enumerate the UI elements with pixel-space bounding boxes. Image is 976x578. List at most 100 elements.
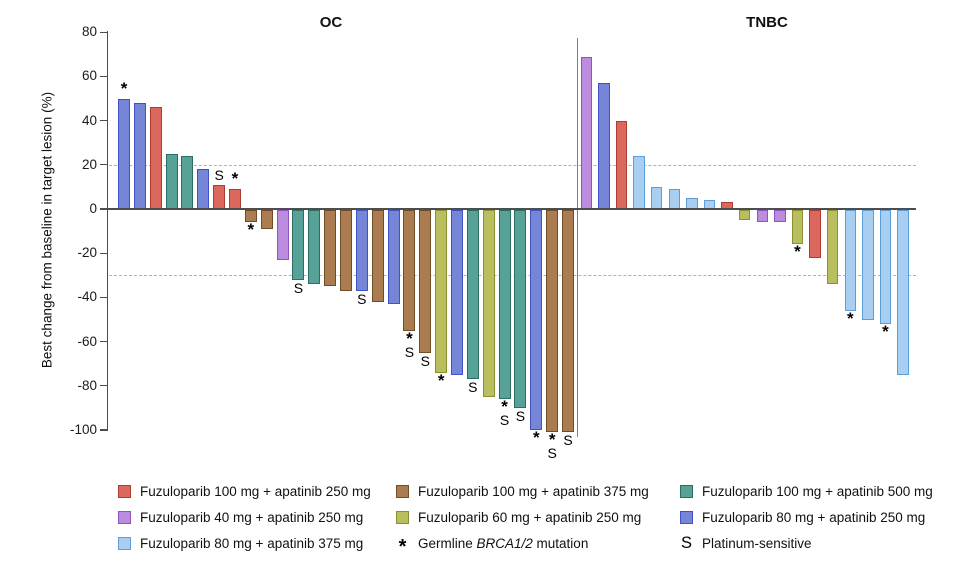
oc-bar-16 bbox=[355, 210, 368, 291]
oc-bar-15 bbox=[339, 210, 352, 291]
legend-label: Platinum-sensitive bbox=[702, 535, 812, 551]
y-tick-label: -40 bbox=[77, 289, 97, 305]
tnbc-bar-3 bbox=[615, 120, 628, 210]
legend-column-3: Fuzuloparib 100 mg + apatinib 500 mg Fuzu… bbox=[680, 481, 933, 559]
legend-item: Fuzuloparib 60 mg + apatinib 250 mg bbox=[396, 507, 649, 527]
brca-asterisk-marker: * bbox=[406, 328, 413, 348]
legend-swatch-f80a250 bbox=[680, 510, 693, 524]
tnbc-bar-10 bbox=[738, 210, 751, 221]
y-tick bbox=[99, 208, 107, 210]
oc-bar-1 bbox=[118, 98, 130, 210]
legend-label: Fuzuloparib 80 mg + apatinib 375 mg bbox=[140, 535, 364, 551]
platinum-s-marker: S bbox=[420, 352, 430, 369]
y-tick-label: 80 bbox=[81, 24, 97, 40]
legend-item: Fuzuloparib 80 mg + apatinib 250 mg bbox=[680, 507, 933, 527]
legend-swatch-f60a250 bbox=[396, 510, 409, 524]
oc-bar-20 bbox=[419, 210, 432, 353]
legend-label: Fuzuloparib 60 mg + apatinib 250 mg bbox=[418, 509, 642, 525]
legend-swatch-f80a375 bbox=[118, 536, 131, 550]
oc-bar-24 bbox=[482, 210, 495, 397]
brca-asterisk-marker: * bbox=[794, 242, 801, 262]
brca-asterisk-marker: * bbox=[882, 321, 889, 341]
oc-bar-6 bbox=[197, 169, 210, 210]
y-tick bbox=[99, 296, 107, 299]
tnbc-bar-17 bbox=[862, 210, 874, 320]
panel-divider bbox=[576, 38, 578, 437]
brca-asterisk-marker: * bbox=[501, 397, 508, 417]
oc-bar-7 bbox=[213, 184, 226, 210]
brca-asterisk-marker: * bbox=[437, 370, 445, 390]
tnbc-bar-18 bbox=[879, 210, 892, 324]
oc-bar-10 bbox=[260, 210, 273, 229]
tnbc-bar-5 bbox=[650, 186, 663, 210]
legend-label: Fuzuloparib 100 mg + apatinib 500 mg bbox=[702, 483, 933, 499]
y-tick bbox=[99, 164, 107, 166]
brca-asterisk-marker: * bbox=[532, 428, 540, 447]
oc-bar-5 bbox=[181, 155, 194, 210]
platinum-s-marker: S bbox=[499, 412, 510, 429]
legend-item: Fuzuloparib 80 mg + apatinib 375 mg bbox=[118, 533, 371, 553]
y-tick bbox=[99, 31, 107, 33]
y-tick-label: -20 bbox=[77, 245, 97, 261]
platinum-s-marker: S bbox=[293, 279, 304, 296]
tnbc-bar-1 bbox=[580, 56, 592, 210]
reference-line--30 bbox=[109, 275, 916, 277]
y-tick bbox=[99, 385, 107, 387]
legend-swatch-f100a375 bbox=[396, 484, 409, 498]
legend-swatch-f100a500 bbox=[680, 484, 693, 498]
platinum-s-symbol: S bbox=[680, 534, 692, 552]
platinum-s-marker: S bbox=[214, 166, 224, 183]
platinum-s-marker: S bbox=[563, 432, 573, 449]
legend-label: Germline BRCA1/2 mutation bbox=[418, 535, 589, 551]
oc-bar-23 bbox=[466, 210, 479, 380]
brca-asterisk-marker: * bbox=[120, 78, 128, 98]
oc-bar-19 bbox=[403, 210, 416, 331]
y-axis-title: Best change from baseline in target lesi… bbox=[39, 91, 55, 369]
panel-title-tnbc: TNBC bbox=[746, 14, 788, 31]
legend-label: Fuzuloparib 40 mg + apatinib 250 mg bbox=[140, 509, 364, 525]
y-tick-label: 60 bbox=[81, 68, 97, 84]
y-tick bbox=[99, 75, 107, 78]
oc-bar-28 bbox=[546, 210, 559, 433]
legend-item: S Platinum-sensitive bbox=[680, 533, 933, 553]
oc-bar-9 bbox=[244, 210, 257, 223]
legend-column-1: Fuzuloparib 100 mg + apatinib 250 mg Fuzu… bbox=[118, 481, 371, 559]
oc-bar-8 bbox=[228, 189, 241, 210]
reference-line-20 bbox=[109, 164, 916, 166]
legend-label: Fuzuloparib 100 mg + apatinib 250 mg bbox=[140, 483, 371, 499]
legend-label: Fuzuloparib 100 mg + apatinib 375 mg bbox=[418, 483, 649, 499]
platinum-s-marker: S bbox=[515, 407, 526, 424]
tnbc-bar-6 bbox=[668, 189, 680, 210]
oc-bar-21 bbox=[435, 210, 448, 373]
tnbc-bar-13 bbox=[791, 210, 804, 245]
zero-axis-line bbox=[108, 208, 916, 210]
oc-bar-2 bbox=[133, 102, 146, 210]
oc-bar-11 bbox=[276, 210, 289, 260]
brca-asterisk-marker: * bbox=[231, 169, 239, 189]
oc-bar-25 bbox=[498, 210, 511, 400]
tnbc-bar-15 bbox=[826, 210, 839, 285]
legend-item: Fuzuloparib 100 mg + apatinib 375 mg bbox=[396, 481, 649, 501]
y-tick-label: 20 bbox=[81, 156, 97, 172]
tnbc-bar-2 bbox=[598, 83, 610, 210]
platinum-s-marker: S bbox=[357, 290, 367, 307]
brca-asterisk-symbol: * bbox=[398, 535, 407, 558]
tnbc-bar-12 bbox=[774, 210, 786, 223]
platinum-s-marker: S bbox=[468, 379, 478, 396]
oc-bar-13 bbox=[308, 210, 321, 285]
panel-title-oc: OC bbox=[319, 14, 343, 31]
y-tick bbox=[99, 119, 107, 122]
y-tick bbox=[99, 252, 107, 254]
y-tick-label: -80 bbox=[77, 377, 97, 393]
brca-asterisk-marker: * bbox=[247, 220, 255, 240]
legend-item: * Germline BRCA1/2 mutation bbox=[396, 533, 649, 558]
tnbc-bar-14 bbox=[809, 210, 821, 258]
oc-bar-3 bbox=[149, 107, 162, 210]
legend-item: Fuzuloparib 100 mg + apatinib 500 mg bbox=[680, 481, 933, 501]
legend-label: Fuzuloparib 80 mg + apatinib 250 mg bbox=[702, 509, 926, 525]
y-tick-label: -60 bbox=[77, 333, 97, 349]
oc-bar-4 bbox=[165, 153, 178, 210]
legend-swatch-f40a250 bbox=[118, 510, 131, 524]
oc-bar-26 bbox=[514, 210, 527, 408]
